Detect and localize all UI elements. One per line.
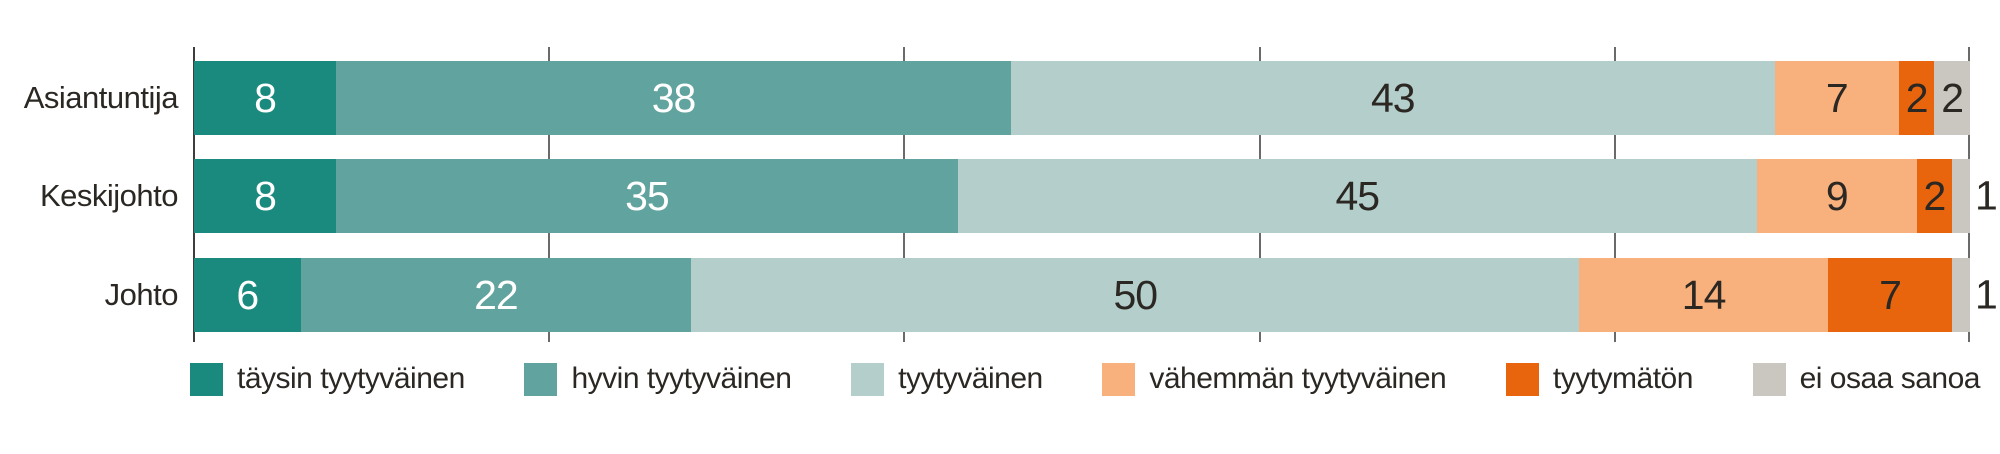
legend-item: ei osaa sanoa [1752, 362, 1981, 396]
plot-area: Asiantuntija 8 38 43 7 2 2 Keskijohto 8 35 45 9 2 1 Jo… [24, 47, 1998, 342]
segment-value: 43 [1370, 74, 1416, 121]
bar-segment: 14 [1579, 258, 1828, 332]
bar-row-johto: Johto 6 22 50 14 7 1 [105, 258, 1998, 332]
segment-value: 45 [1335, 172, 1380, 219]
legend-item: tyytymätön [1505, 362, 1694, 396]
segment-value: 35 [625, 172, 670, 219]
bar-row-keskijohto: Keskijohto 8 35 45 9 2 1 [40, 159, 1998, 233]
legend-swatch-icon [1752, 362, 1786, 396]
category-label: Keskijohto [39, 178, 179, 213]
category-label: Johto [104, 277, 179, 312]
bar-segment: 1 [1952, 159, 1998, 233]
bar-segment: 2 [1934, 61, 1970, 135]
segment-value: 6 [236, 271, 259, 318]
bar-segment: 8 [194, 61, 337, 135]
bar-segment: 45 [957, 159, 1757, 233]
legend-label: tyytymätön [1552, 362, 1694, 395]
bar-segment: 2 [1898, 61, 1935, 135]
bar-segment: 35 [336, 159, 958, 233]
bar-segment: 2 [1916, 159, 1953, 233]
legend-swatch-icon [190, 362, 223, 396]
legend-swatch-icon [851, 362, 885, 396]
bar-segment: 22 [300, 258, 692, 332]
category-label: Asiantuntija [23, 80, 179, 115]
legend-label: täysin tyytyväinen [237, 362, 465, 395]
legend: täysin tyytyväinen hyvin tyytyväinen tyyty… [190, 362, 1980, 396]
legend-label: tyytyväinen [898, 362, 1043, 395]
segment-value: 8 [254, 74, 277, 121]
bar-segment: 7 [1827, 258, 1953, 332]
bar-segment: 7 [1774, 61, 1899, 135]
bar-segment: 6 [194, 258, 301, 332]
segment-value: 38 [651, 74, 697, 121]
bar-row-asiantuntija: Asiantuntija 8 38 43 7 2 2 [24, 61, 1970, 135]
segment-value: 2 [1905, 74, 1929, 121]
segment-value: 7 [1879, 271, 1902, 318]
segment-value: 9 [1825, 172, 1849, 219]
segment-value: 1 [1974, 271, 1998, 318]
legend-item: vähemmän tyytyväinen [1102, 362, 1447, 396]
legend-label: vähemmän tyytyväinen [1149, 362, 1447, 395]
legend-swatch-icon [1505, 362, 1539, 396]
segment-value: 22 [474, 271, 519, 318]
legend-swatch-icon [524, 362, 558, 396]
segment-value: 14 [1681, 271, 1727, 318]
segment-value: 7 [1825, 74, 1849, 121]
bar-segment: 9 [1756, 159, 1917, 233]
legend-swatch-icon [1102, 362, 1136, 396]
segment-value: 1 [1974, 172, 1998, 219]
legend-label: ei osaa sanoa [1799, 362, 1981, 395]
bar-segment: 38 [336, 61, 1011, 135]
bar-segment: 1 [1952, 258, 1998, 332]
legend-item: tyytyväinen [851, 362, 1043, 396]
legend-item: täysin tyytyväinen [190, 362, 465, 396]
legend-item: hyvin tyytyväinen [524, 362, 792, 396]
segment-value: 50 [1113, 271, 1158, 318]
segment-value: 2 [1923, 172, 1947, 219]
legend-label: hyvin tyytyväinen [571, 362, 792, 395]
segment-value: 8 [254, 172, 277, 219]
bar-segment: 43 [1010, 61, 1775, 135]
bar-segment: 50 [691, 258, 1580, 332]
segment-value: 2 [1941, 74, 1964, 121]
bar-segment: 8 [194, 159, 337, 233]
